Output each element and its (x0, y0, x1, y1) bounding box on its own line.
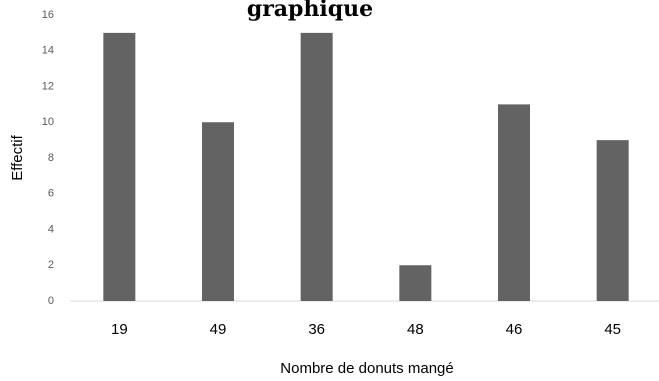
y-tick-label: 16 (42, 9, 54, 21)
chart-title: graphique (247, 0, 373, 22)
x-tick-label: 46 (506, 321, 523, 338)
x-tick-label: 49 (210, 321, 227, 338)
bar (596, 140, 629, 301)
x-tick-label: 48 (407, 321, 424, 338)
x-tick-label: 36 (308, 321, 325, 338)
y-tick-label: 4 (48, 223, 54, 235)
x-axis-ticks: 19 49 36 48 46 45 (111, 321, 621, 338)
bar (498, 104, 530, 301)
y-tick-label: 6 (48, 188, 54, 200)
y-tick-label: 0 (48, 295, 54, 307)
y-tick-label: 14 (42, 45, 54, 57)
x-tick-label: 19 (111, 321, 128, 338)
bar (399, 265, 432, 301)
x-tick-label: 45 (604, 321, 621, 338)
bar (300, 32, 333, 301)
y-axis-ticks: 0 2 4 6 8 10 12 14 16 (42, 9, 54, 307)
x-axis-label: Nombre de donuts mangé (280, 360, 453, 377)
y-tick-label: 8 (48, 152, 54, 164)
y-axis-label: Effectif (9, 134, 26, 180)
bar (103, 32, 136, 301)
y-tick-label: 12 (42, 80, 54, 92)
y-tick-label: 10 (42, 116, 54, 128)
bar-series (103, 32, 629, 301)
y-tick-label: 2 (48, 259, 54, 271)
bar (202, 122, 234, 301)
